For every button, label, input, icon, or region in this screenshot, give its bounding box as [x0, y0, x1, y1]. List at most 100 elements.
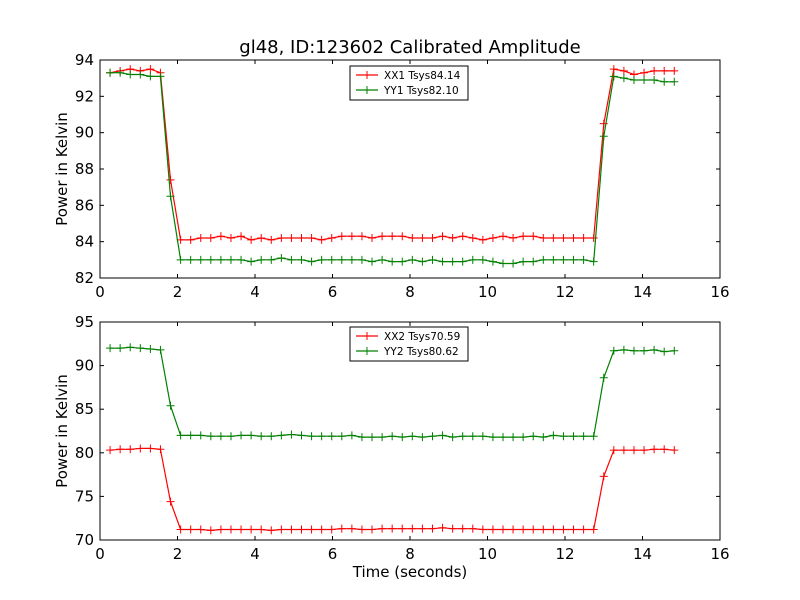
data-point	[216, 255, 225, 264]
x-tick-label: 4	[250, 283, 260, 301]
legend-label: XX1 Tsys84.14	[384, 70, 461, 82]
x-tick-label: 10	[478, 283, 497, 301]
data-point	[579, 255, 588, 264]
data-point	[458, 432, 467, 441]
x-tick-label: 14	[633, 545, 652, 563]
data-point	[539, 525, 548, 534]
data-point	[136, 344, 145, 353]
data-point	[146, 65, 155, 74]
data-point	[438, 232, 447, 241]
data-point	[297, 255, 306, 264]
series-2	[106, 68, 679, 268]
data-point	[650, 345, 659, 354]
data-point	[609, 346, 618, 355]
data-point	[337, 255, 346, 264]
data-point	[418, 433, 427, 442]
x-tick-label: 6	[328, 283, 338, 301]
data-point	[499, 433, 507, 442]
data-point	[368, 257, 377, 266]
data-point	[640, 75, 649, 84]
y-tick-label: 92	[75, 87, 94, 105]
data-point	[448, 433, 457, 442]
data-point	[186, 431, 195, 440]
data-point	[559, 525, 568, 534]
legend-label: YY2 Tsys80.62	[383, 346, 459, 358]
data-point	[257, 432, 266, 441]
x-tick-label: 0	[95, 283, 105, 301]
data-point	[146, 72, 155, 81]
x-tick-label: 14	[633, 283, 652, 301]
data-point	[478, 235, 487, 244]
series-2	[106, 343, 679, 442]
data-point	[116, 445, 125, 454]
data-point	[277, 431, 286, 440]
data-point	[398, 257, 407, 266]
data-point	[438, 257, 447, 266]
data-point	[438, 431, 447, 440]
data-point	[166, 497, 175, 506]
data-point	[640, 68, 649, 77]
data-point	[378, 255, 387, 264]
legend: XX2 Tsys70.59 YY2 Tsys80.62	[349, 326, 469, 362]
data-point	[428, 524, 437, 533]
data-point	[247, 431, 256, 440]
legend-label: YY1 Tsys82.10	[383, 85, 459, 97]
data-point	[378, 433, 387, 442]
data-point	[569, 432, 578, 441]
data-point	[619, 345, 628, 354]
y-tick-label: 95	[75, 313, 94, 331]
data-point	[357, 433, 366, 442]
data-point	[257, 234, 266, 243]
data-point	[408, 255, 417, 264]
data-point	[488, 433, 497, 442]
data-point	[237, 525, 246, 534]
data-point	[297, 525, 306, 534]
legend-box	[349, 326, 469, 362]
data-point	[126, 343, 135, 352]
data-point	[216, 232, 225, 241]
data-point	[589, 234, 598, 243]
y-axis-label: Power in Kelvin	[53, 112, 71, 226]
data-point	[317, 525, 326, 534]
data-point	[609, 72, 618, 81]
data-point	[458, 257, 467, 266]
data-point	[388, 257, 397, 266]
data-point	[186, 525, 195, 534]
data-point	[428, 255, 437, 264]
data-point	[297, 431, 306, 440]
y-tick-label: 75	[75, 487, 94, 505]
data-point	[499, 259, 507, 268]
data-point	[287, 255, 296, 264]
data-point	[640, 446, 649, 455]
data-point	[166, 192, 175, 201]
data-point	[559, 255, 568, 264]
data-point	[106, 344, 115, 353]
data-point	[116, 344, 125, 353]
data-point	[126, 70, 135, 79]
data-point	[196, 525, 205, 534]
data-point	[307, 432, 316, 441]
data-point	[347, 431, 356, 440]
data-point	[196, 431, 205, 440]
legend-label: XX2 Tsys70.59	[384, 331, 460, 343]
data-point	[660, 347, 669, 356]
data-point	[458, 232, 467, 241]
x-tick-label: 16	[710, 283, 729, 301]
data-point	[247, 525, 256, 534]
data-point	[529, 257, 538, 266]
data-point	[307, 525, 316, 534]
data-point	[599, 132, 608, 141]
data-point	[226, 525, 235, 534]
data-point	[629, 446, 638, 455]
subplot-1: 0 2 4 6 8 10 12 14 16 82 84 86 88 90 92 94 Power in Kelv…	[53, 51, 730, 301]
data-point	[539, 255, 548, 264]
data-point	[106, 68, 115, 77]
data-point	[599, 472, 608, 481]
data-point	[126, 445, 135, 454]
data-point	[176, 525, 185, 534]
data-point	[619, 74, 628, 83]
data-point	[650, 66, 659, 75]
series-1	[106, 65, 679, 244]
data-point	[488, 257, 497, 266]
